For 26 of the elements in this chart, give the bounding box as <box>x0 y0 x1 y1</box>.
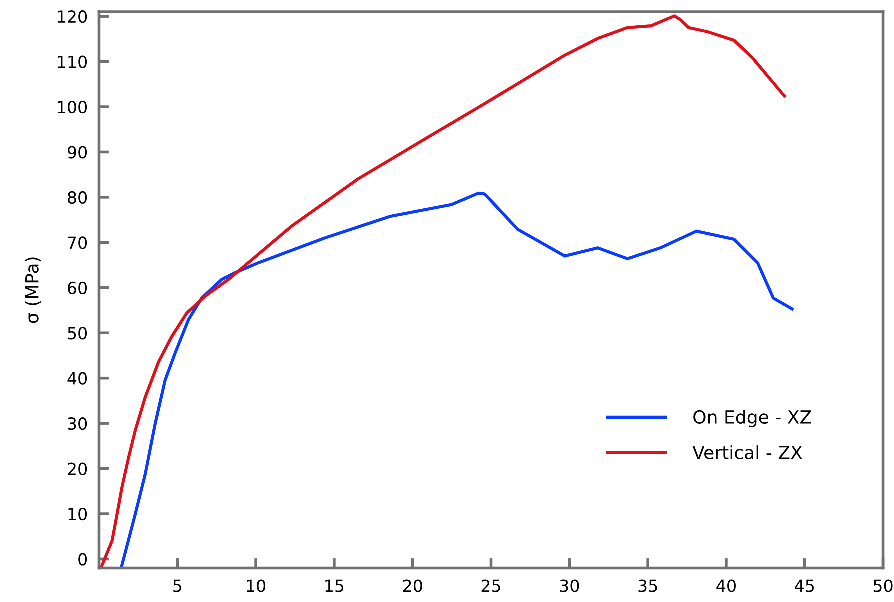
y-tick-label: 80 <box>68 191 88 204</box>
x-tick-label: 50 <box>874 580 893 592</box>
y-tick-label: 20 <box>68 462 88 476</box>
y-tick-label: 100 <box>58 100 88 114</box>
x-tick-label: 15 <box>326 580 344 592</box>
x-tick-label: 25 <box>482 580 500 592</box>
y-tick-label: 30 <box>68 418 88 430</box>
x-tick-label: 30 <box>560 580 580 592</box>
y-tick-label: 70 <box>68 236 88 250</box>
y-tick-label: 90 <box>68 146 88 159</box>
y-tick-label: 120 <box>58 10 88 24</box>
y-tick-label: 40 <box>68 372 88 385</box>
x-tick-label: 35 <box>638 580 658 592</box>
y-tick-label: 110 <box>58 56 88 68</box>
y-tick-label: 10 <box>68 508 88 521</box>
x-tick-label: 20 <box>403 580 422 592</box>
y-axis-title: σ (MPa) <box>24 258 42 324</box>
legend-label: On Edge - XZ <box>694 410 812 428</box>
y-tick-label: 60 <box>68 282 88 294</box>
legend-label: Vertical - ZX <box>692 446 802 460</box>
y-tick-label: 50 <box>68 327 88 340</box>
x-tick-label: 5 <box>174 580 182 592</box>
y-tick-label: 0 <box>78 553 88 566</box>
x-tick-label: 45 <box>795 580 814 592</box>
x-tick-label: 40 <box>716 580 736 592</box>
x-tick-label: 10 <box>247 580 266 592</box>
